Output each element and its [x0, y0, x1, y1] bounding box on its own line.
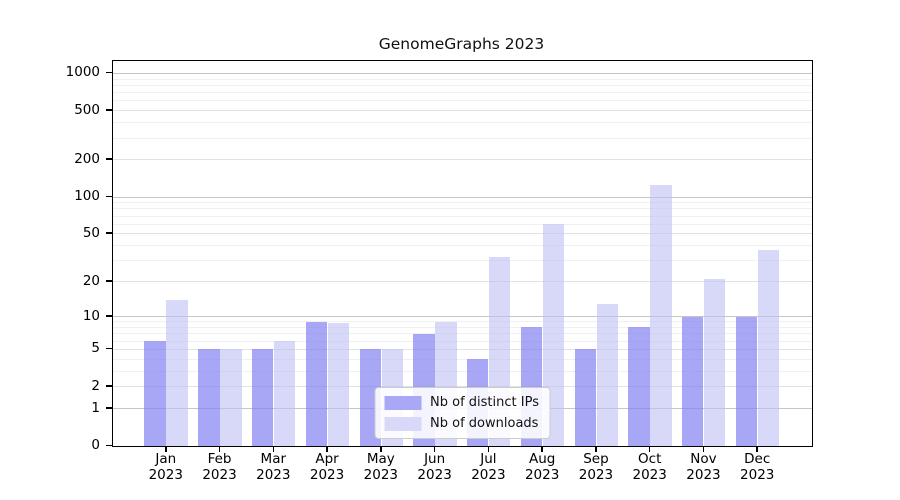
x-tick-mark: [433, 446, 436, 452]
gridline-800: [113, 84, 812, 86]
gridline-200: [113, 159, 812, 161]
x-tick-label-dec: Dec 2023: [740, 451, 775, 483]
gridline-5: [113, 348, 812, 350]
x-tick-label-jul: Jul 2023: [471, 451, 506, 483]
gridline-2: [113, 386, 812, 388]
y-tick-mark: [106, 195, 112, 198]
y-tick-label-1000: 1000: [65, 64, 100, 81]
bar-downloads-jan: [166, 299, 188, 446]
gridline-1000: [113, 72, 812, 74]
gridline-900: [113, 78, 812, 80]
bar-downloads-nov: [704, 279, 726, 446]
y-tick-mark: [106, 158, 112, 160]
bar-downloads-apr: [327, 322, 350, 446]
x-tick-label-may: May 2023: [363, 451, 399, 483]
gridline-60: [113, 223, 812, 225]
gridline-500: [113, 110, 812, 112]
x-tick-mark: [272, 446, 275, 452]
bar-downloads-mar: [274, 341, 296, 446]
legend: Nb of distinct IPs Nb of downloads: [374, 387, 551, 439]
x-tick-mark: [756, 446, 758, 452]
x-tick-label-jun: Jun 2023: [417, 451, 452, 483]
gridline-100: [113, 196, 812, 198]
y-tick-mark: [106, 232, 112, 234]
legend-row-downloads: Nb of downloads: [384, 416, 539, 431]
bar-downloads-oct: [650, 185, 672, 446]
y-tick-label-50: 50: [82, 224, 100, 241]
bar-distinct-ips-mar: [252, 349, 274, 446]
y-tick-mark: [106, 280, 112, 282]
y-tick-mark: [106, 407, 112, 409]
bar-distinct-ips-jan: [144, 341, 166, 446]
y-tick-label-500: 500: [74, 101, 100, 118]
x-tick-mark: [326, 446, 328, 452]
bar-distinct-ips-sep: [574, 349, 596, 446]
y-tick-mark: [106, 315, 112, 317]
bar-downloads-sep: [596, 303, 618, 446]
bar-distinct-ips-dec: [735, 316, 758, 446]
x-tick-mark: [702, 446, 705, 452]
chart-title: GenomeGraphs 2023: [378, 35, 545, 53]
y-tick-label-20: 20: [82, 272, 100, 289]
gridline-9: [113, 321, 812, 323]
x-tick-label-sep: Sep 2023: [578, 451, 614, 483]
x-tick-mark: [648, 446, 651, 452]
x-tick-mark: [595, 446, 597, 452]
y-tick-mark: [106, 385, 112, 387]
x-tick-label-aug: Aug 2023: [524, 451, 560, 483]
gridline-20: [113, 281, 812, 283]
x-tick-mark: [218, 446, 221, 452]
legend-label-downloads: Nb of downloads: [430, 416, 539, 431]
bar-distinct-ips-feb: [198, 349, 220, 446]
gridline-300: [113, 137, 812, 139]
y-tick-label-0: 0: [91, 437, 100, 453]
x-tick-mark: [541, 446, 543, 452]
y-tick-label-2: 2: [91, 377, 100, 394]
x-tick-label-nov: Nov 2023: [686, 451, 721, 483]
legend-label-distinct-ips: Nb of distinct IPs: [430, 395, 539, 410]
bar-downloads-feb: [220, 349, 242, 446]
y-tick-mark: [106, 71, 112, 74]
gridline-6: [113, 340, 812, 342]
x-tick-label-feb: Feb 2023: [202, 451, 237, 483]
gridline-400: [113, 122, 812, 124]
bar-distinct-ips-nov: [682, 316, 704, 446]
x-tick-label-apr: Apr 2023: [309, 451, 345, 483]
x-tick-mark: [380, 446, 382, 452]
y-tick-label-5: 5: [91, 340, 100, 357]
y-tick-label-200: 200: [74, 150, 100, 167]
bar-downloads-dec: [757, 249, 780, 446]
x-tick-label-mar: Mar 2023: [256, 451, 291, 483]
bar-distinct-ips-apr: [305, 321, 328, 446]
x-tick-label-oct: Oct 2023: [632, 451, 667, 483]
y-tick-label-1: 1: [91, 399, 100, 416]
x-tick-label-jan: Jan 2023: [148, 451, 183, 483]
gridline-40: [113, 245, 812, 247]
gridline-30: [113, 260, 812, 262]
gridline-10: [113, 316, 812, 318]
y-tick-mark: [106, 347, 112, 350]
x-tick-mark: [487, 446, 490, 452]
gridline-8: [113, 326, 812, 328]
gridline-90: [113, 202, 812, 204]
bar-distinct-ips-oct: [628, 327, 650, 446]
gridline-80: [113, 208, 812, 210]
gridline-3: [113, 370, 812, 372]
x-tick-mark: [165, 446, 167, 452]
gridline-70: [113, 215, 812, 217]
y-tick-label-100: 100: [74, 188, 100, 205]
y-tick-mark: [106, 444, 112, 446]
legend-swatch-distinct-ips: [384, 395, 422, 410]
legend-row-distinct-ips: Nb of distinct IPs: [384, 395, 539, 410]
plot-area: Nb of distinct IPs Nb of downloads: [112, 60, 813, 447]
gridline-600: [113, 100, 812, 102]
gridline-4: [113, 358, 812, 360]
y-tick-mark: [106, 109, 112, 111]
legend-swatch-downloads: [384, 416, 422, 431]
y-tick-label-10: 10: [82, 307, 100, 324]
gridline-7: [113, 333, 812, 335]
gridline-50: [113, 233, 812, 235]
gridline-700: [113, 92, 812, 94]
